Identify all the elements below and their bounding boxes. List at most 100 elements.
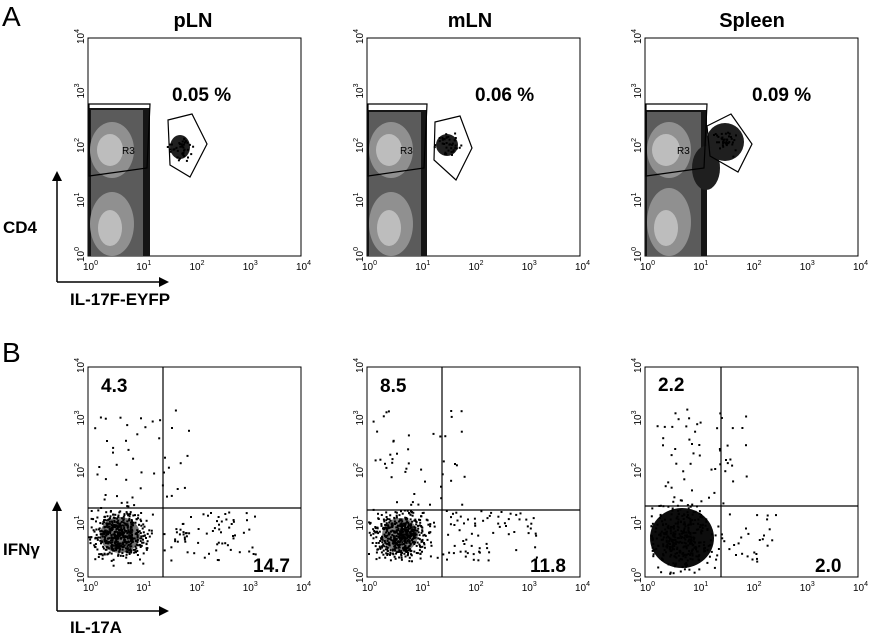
scatter-dot bbox=[415, 523, 418, 526]
scatter-dot bbox=[395, 511, 398, 514]
scatter-dot bbox=[398, 520, 400, 523]
scatter-dot bbox=[399, 525, 402, 528]
scatter-dot bbox=[686, 559, 689, 562]
scatter-dot bbox=[478, 547, 481, 550]
scatter-dot bbox=[406, 536, 409, 539]
scatter-dot bbox=[380, 538, 383, 541]
scatter-dot bbox=[768, 528, 771, 531]
scatter-dot bbox=[116, 540, 119, 543]
scatter-dot bbox=[406, 540, 409, 542]
scatter-dot bbox=[120, 527, 123, 530]
percent-spleen: 0.09 % bbox=[752, 85, 811, 106]
scatter-dot bbox=[93, 530, 96, 533]
tick-labels: 100 100 101 101 102 102 103 103 104 104 100 100 101 1… bbox=[74, 29, 868, 594]
scatter-dot bbox=[380, 514, 383, 516]
scatter-dot bbox=[473, 517, 476, 520]
scatter-dot bbox=[707, 544, 710, 547]
scatter-dot bbox=[490, 511, 493, 514]
scatter-dot bbox=[732, 155, 735, 158]
scatter-dot bbox=[406, 531, 409, 534]
scatter-dot bbox=[680, 499, 683, 502]
scatter-dot bbox=[699, 524, 702, 526]
scatter-dot bbox=[376, 430, 379, 433]
scatter-dot bbox=[462, 540, 465, 542]
scatter-dot bbox=[689, 523, 692, 526]
scatter-dot bbox=[119, 554, 122, 557]
scatter-dot bbox=[125, 478, 128, 481]
scatter-dot bbox=[683, 568, 686, 571]
scatter-dot bbox=[683, 513, 686, 516]
scatter-dot bbox=[414, 526, 417, 529]
scatter-dot bbox=[680, 537, 683, 540]
scatter-dot bbox=[386, 529, 389, 532]
scatter-dot bbox=[713, 134, 715, 136]
scatter-dot bbox=[393, 520, 396, 523]
scatter-dot bbox=[398, 546, 401, 549]
scatter-dot bbox=[381, 541, 384, 544]
scatter-dot bbox=[119, 534, 122, 537]
scatter-dot bbox=[128, 519, 130, 522]
scatter-dot bbox=[184, 540, 187, 543]
scatter-dot bbox=[145, 548, 148, 551]
scatter-dot bbox=[410, 554, 413, 557]
scatter-dot bbox=[681, 514, 684, 517]
scatter-dot bbox=[416, 541, 419, 544]
scatter-dot bbox=[737, 542, 740, 545]
scatter-dot bbox=[677, 521, 680, 524]
scatter-dot bbox=[213, 527, 216, 530]
scatter-dot bbox=[653, 548, 656, 551]
scatter-dot bbox=[123, 527, 126, 530]
scatter-dot bbox=[93, 545, 96, 548]
y-tick-label: 102 bbox=[631, 138, 644, 153]
scatter-dot bbox=[710, 550, 713, 553]
scatter-dot bbox=[433, 521, 435, 524]
scatter-dot bbox=[175, 146, 178, 149]
scatter-dot bbox=[669, 529, 672, 532]
scatter-dot bbox=[675, 517, 678, 520]
scatter-dot bbox=[182, 531, 185, 534]
scatter-dot bbox=[407, 462, 410, 465]
scatter-dot bbox=[378, 530, 381, 533]
scatter-dot bbox=[413, 519, 416, 522]
scatter-dot bbox=[427, 523, 430, 526]
scatter-dot bbox=[114, 542, 116, 545]
scatter-dot bbox=[726, 142, 728, 145]
scatter-dot bbox=[414, 518, 417, 521]
scatter-dot bbox=[232, 535, 234, 537]
scatter-dot bbox=[454, 137, 457, 139]
scatter-dot bbox=[125, 439, 127, 442]
scatter-dot bbox=[401, 551, 404, 554]
scatter-dot bbox=[455, 147, 458, 150]
scatter-dot bbox=[453, 544, 456, 547]
scatter-dot bbox=[408, 511, 410, 514]
scatter-dot bbox=[410, 553, 412, 556]
scatter-dot bbox=[126, 545, 129, 548]
gate-eyfp-pln bbox=[167, 113, 208, 178]
scatter-dot bbox=[372, 420, 375, 423]
scatter-dot bbox=[686, 511, 689, 514]
scatter-dot bbox=[139, 540, 142, 543]
scatter-dot bbox=[404, 470, 407, 473]
scatter-dot bbox=[134, 532, 137, 535]
scatter-dot bbox=[395, 529, 398, 532]
scatter-dot bbox=[771, 539, 774, 542]
scatter-dot bbox=[411, 514, 414, 517]
scatter-dot bbox=[150, 529, 153, 532]
scatter-dot bbox=[704, 524, 707, 527]
scatter-dot bbox=[153, 472, 156, 475]
scatter-dot bbox=[728, 135, 730, 138]
scatter-dot bbox=[215, 549, 218, 552]
scatter-dot bbox=[114, 537, 117, 540]
scatter-dot bbox=[713, 566, 716, 569]
scatter-dot bbox=[125, 524, 128, 527]
scatter-dot bbox=[746, 555, 749, 558]
scatter-dot bbox=[693, 537, 696, 539]
scatter-dot bbox=[132, 537, 135, 540]
scatter-dot bbox=[145, 543, 148, 546]
scatter-dot bbox=[453, 139, 456, 142]
scatter-dot bbox=[224, 513, 227, 515]
scatter-dot bbox=[141, 527, 144, 530]
scatter-dot bbox=[432, 432, 435, 435]
scatter-dot bbox=[719, 412, 722, 415]
scatter-dot bbox=[442, 553, 445, 556]
